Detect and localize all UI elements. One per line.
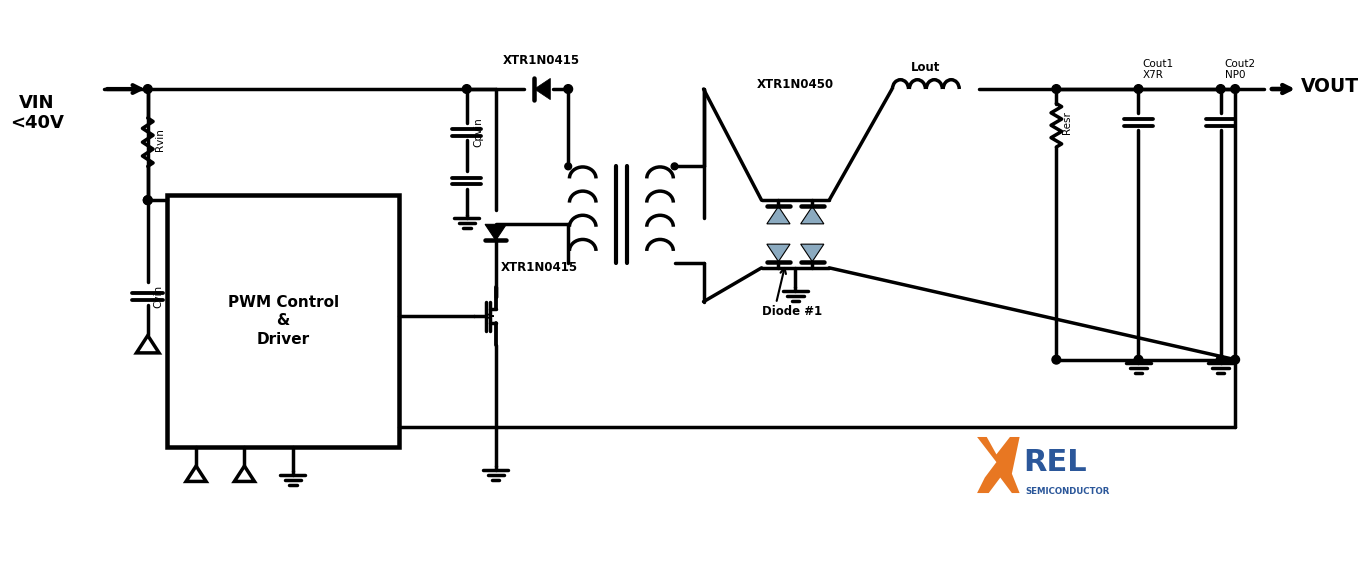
Circle shape: [1135, 85, 1143, 93]
Circle shape: [462, 85, 472, 93]
Circle shape: [563, 85, 573, 93]
Polygon shape: [977, 437, 1020, 493]
Circle shape: [1230, 355, 1240, 364]
Circle shape: [144, 196, 152, 204]
Bar: [167, 195, 399, 447]
Circle shape: [565, 163, 571, 170]
Polygon shape: [767, 244, 790, 262]
Text: XTR1N0415: XTR1N0415: [500, 261, 578, 274]
Polygon shape: [801, 207, 824, 224]
Text: Cpvin: Cpvin: [473, 117, 484, 147]
Circle shape: [1135, 355, 1143, 364]
Text: XTR1N0450: XTR1N0450: [757, 78, 834, 91]
Text: Resr: Resr: [1062, 112, 1072, 134]
Text: Rvin: Rvin: [154, 128, 164, 151]
Text: SEMICONDUCTOR: SEMICONDUCTOR: [1025, 488, 1110, 496]
Circle shape: [144, 85, 152, 93]
Text: Lout: Lout: [912, 61, 940, 74]
Text: REL: REL: [1024, 447, 1087, 477]
Text: XTR1N0415: XTR1N0415: [503, 54, 580, 67]
Text: Diode #1: Diode #1: [761, 305, 822, 318]
Text: PWM Control
&
Driver: PWM Control & Driver: [227, 295, 339, 347]
Polygon shape: [534, 78, 551, 100]
Text: Cout2
NP0: Cout2 NP0: [1225, 59, 1256, 81]
Circle shape: [144, 196, 152, 204]
Polygon shape: [767, 207, 790, 224]
Circle shape: [1053, 85, 1061, 93]
Polygon shape: [485, 224, 506, 240]
Circle shape: [671, 163, 678, 170]
Text: Cvin: Cvin: [153, 285, 164, 308]
Polygon shape: [801, 244, 824, 262]
Text: VIN
<40V: VIN <40V: [10, 94, 63, 132]
Text: Cout1
X7R: Cout1 X7R: [1143, 59, 1173, 81]
Text: VOUT: VOUT: [1301, 77, 1359, 96]
Circle shape: [1053, 355, 1061, 364]
Circle shape: [1230, 85, 1240, 93]
Circle shape: [1217, 85, 1225, 93]
Circle shape: [1217, 355, 1225, 364]
